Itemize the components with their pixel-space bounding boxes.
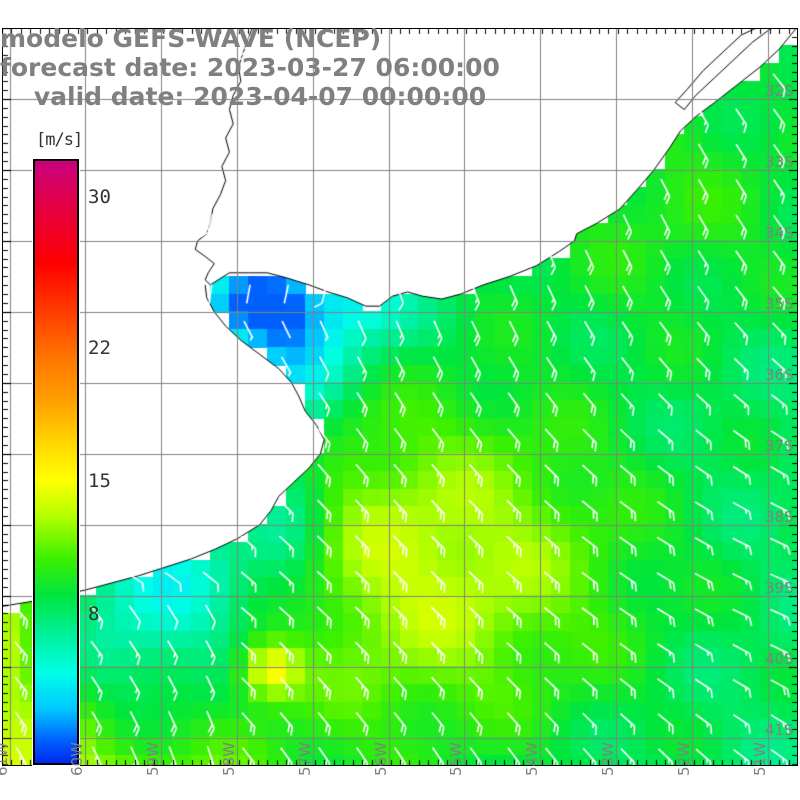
map-title-block: modelo GEFS-WAVE (NCEP) forecast date: 2… (0, 24, 520, 111)
lon-label-58W: 58W (220, 742, 238, 776)
lat-label-34S: 34S (765, 223, 794, 242)
lat-label-39S: 39S (765, 578, 794, 597)
lat-label-33S: 33S (765, 152, 794, 171)
colorbar-tick-30: 30 (88, 185, 111, 208)
lon-label-57W: 57W (295, 742, 314, 776)
lon-label-53W: 53W (599, 742, 618, 776)
lon-label-60W: 60W (68, 742, 87, 776)
colorbar (33, 159, 79, 765)
lat-label-41S: 41S (765, 720, 794, 739)
lon-label-61W: 61W (0, 742, 11, 776)
title-line-valid-date: valid date: 2023-04-07 00:00:00 (33, 82, 487, 111)
lat-label-38S: 38S (765, 507, 794, 526)
lat-label-35S: 35S (765, 294, 794, 313)
title-line-forecast-date: forecast date: 2023-03-27 06:00:00 (0, 53, 500, 82)
lat-label-40S: 40S (765, 649, 794, 668)
colorbar-tick-15: 15 (88, 469, 111, 492)
colorbar-box (33, 159, 79, 765)
map-plot-area (2, 28, 798, 766)
lon-label-56W: 56W (371, 742, 390, 776)
lon-label-59W: 59W (144, 742, 163, 776)
colorbar-gradient (35, 161, 77, 763)
lat-label-37S: 37S (765, 436, 794, 455)
lat-label-32S: 32S (765, 81, 794, 100)
lon-label-55W: 55W (447, 742, 466, 776)
colorbar-tick-8: 8 (88, 602, 100, 625)
colorbar-tick-22: 22 (88, 337, 111, 360)
lon-label-54W: 54W (523, 742, 542, 776)
colorbar-unit-label: [m/s] (36, 130, 83, 150)
lon-label-52W: 52W (674, 742, 693, 776)
lon-label-51W: 51W (750, 742, 769, 776)
lat-label-36S: 36S (765, 365, 794, 384)
title-line-model: modelo GEFS-WAVE (NCEP) (0, 24, 382, 53)
wind-barb-layer (2, 28, 798, 766)
